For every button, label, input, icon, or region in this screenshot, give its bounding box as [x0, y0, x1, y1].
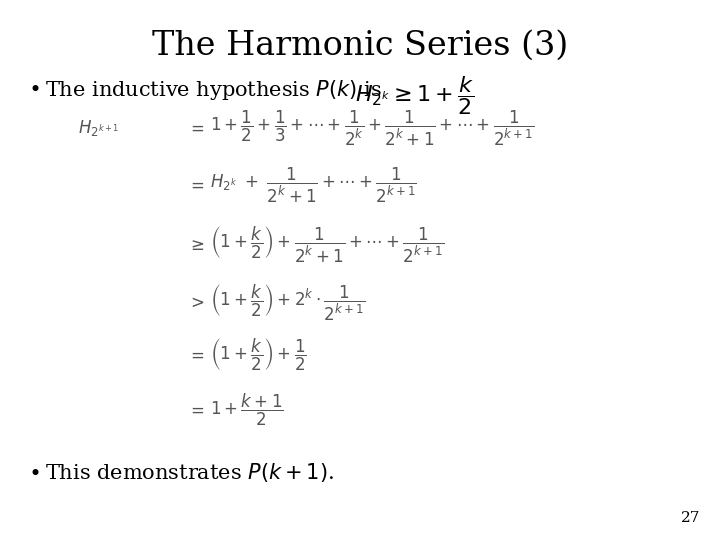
Text: $\left(1+\dfrac{k}{2}\right) + \dfrac{1}{2^k+1}+\cdots+\dfrac{1}{2^{k+1}}$: $\left(1+\dfrac{k}{2}\right) + \dfrac{1}… [210, 225, 444, 265]
Text: The Harmonic Series (3): The Harmonic Series (3) [152, 30, 568, 62]
Text: $\left(1+\dfrac{k}{2}\right) + \dfrac{1}{2}$: $\left(1+\dfrac{k}{2}\right) + \dfrac{1}… [210, 337, 307, 373]
Text: $>$: $>$ [187, 294, 204, 312]
Text: $=$: $=$ [187, 176, 204, 194]
Text: This demonstrates $P(k+1)$.: This demonstrates $P(k+1)$. [45, 461, 334, 483]
Text: $=$: $=$ [187, 119, 204, 137]
Text: $=$: $=$ [187, 401, 204, 419]
Text: $\left(1+\dfrac{k}{2}\right) + 2^k \cdot \dfrac{1}{2^{k+1}}$: $\left(1+\dfrac{k}{2}\right) + 2^k \cdot… [210, 283, 366, 323]
Text: $\bullet$: $\bullet$ [28, 78, 40, 98]
Text: $\bullet$: $\bullet$ [28, 462, 40, 482]
Text: $H_{2^{k+1}}$: $H_{2^{k+1}}$ [78, 118, 120, 138]
Text: The inductive hypothesis $P(k)$ is: The inductive hypothesis $P(k)$ is [45, 78, 382, 102]
Text: $=$: $=$ [187, 346, 204, 364]
Text: $1 + \dfrac{k+1}{2}$: $1 + \dfrac{k+1}{2}$ [210, 392, 284, 428]
Text: $H_{2^k} \geq 1 + \dfrac{k}{2}$: $H_{2^k} \geq 1 + \dfrac{k}{2}$ [355, 74, 474, 117]
Text: 27: 27 [680, 511, 700, 525]
Text: $H_{2^k} \ + \ \dfrac{1}{2^k+1}+\cdots+\dfrac{1}{2^{k+1}}$: $H_{2^k} \ + \ \dfrac{1}{2^k+1}+\cdots+\… [210, 165, 417, 205]
Text: $1+\dfrac{1}{2}+\dfrac{1}{3}+\cdots+\dfrac{1}{2^k}+\dfrac{1}{2^k+1}+\cdots+\dfra: $1+\dfrac{1}{2}+\dfrac{1}{3}+\cdots+\dfr… [210, 109, 535, 147]
Text: $\geq$: $\geq$ [187, 236, 204, 254]
